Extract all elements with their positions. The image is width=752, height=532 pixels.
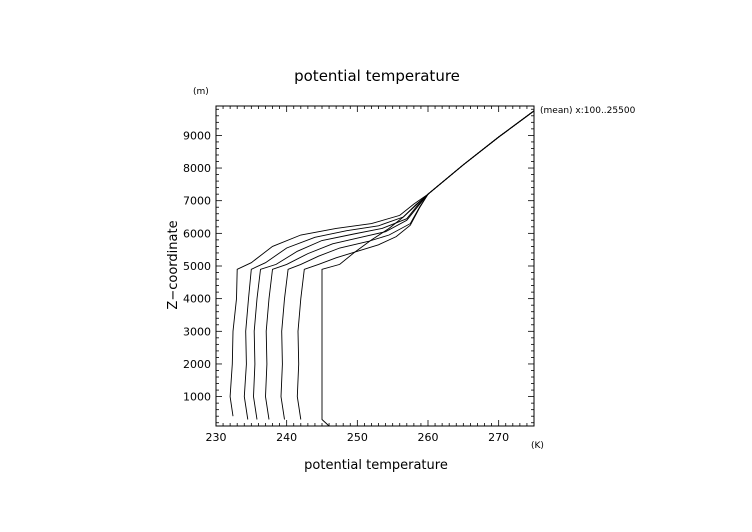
series-line-5 (280, 110, 535, 420)
x-tick-label: 270 (488, 431, 509, 444)
y-tick-label: 7000 (183, 195, 211, 208)
y-tick-label: 4000 (183, 293, 211, 306)
axis-ticks: 230 240 250 260 270 1000 2000 3000 4000 5000 6000 7… (183, 106, 535, 444)
y-tick-label: 3000 (183, 325, 211, 338)
plot-frame (215, 105, 535, 427)
x-axis-label: potential temperature (304, 458, 448, 473)
series-line-4 (265, 110, 535, 420)
series-line-7 (321, 110, 535, 427)
series-line-2 (243, 110, 535, 420)
x-tick-label: 240 (276, 431, 297, 444)
y-tick-label: 2000 (183, 358, 211, 371)
y-axis-label: Z−coordinate (166, 220, 181, 309)
x-tick-label: 230 (206, 431, 227, 444)
y-tick-label: 9000 (183, 129, 211, 142)
chart-title: potential temperature (294, 67, 460, 85)
x-tick-label: 250 (347, 431, 368, 444)
series-line-1 (229, 110, 535, 417)
y-axis-unit: (m) (193, 87, 209, 97)
y-tick-label: 5000 (183, 260, 211, 273)
y-tick-label: 8000 (183, 162, 211, 175)
y-tick-label: 6000 (183, 227, 211, 240)
series-line-6 (296, 110, 535, 420)
y-tick-label: 1000 (183, 391, 211, 404)
mean-annotation: (mean) x:100..25500 (540, 106, 636, 116)
series-line-3 (253, 110, 535, 420)
x-tick-label: 260 (418, 431, 439, 444)
x-axis-unit: (K) (531, 441, 544, 451)
data-series (229, 110, 535, 427)
